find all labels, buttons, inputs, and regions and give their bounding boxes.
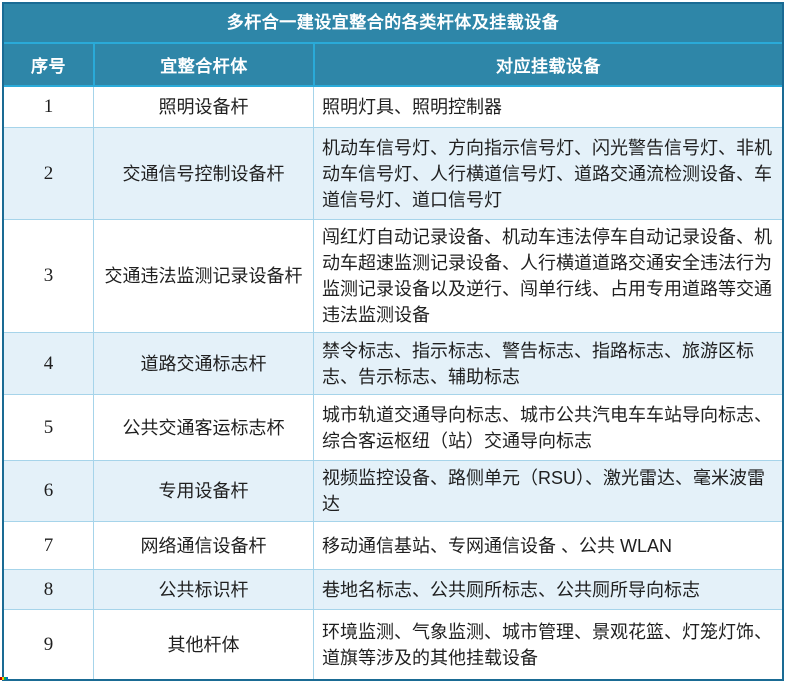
index-cell: 5 (43, 416, 54, 438)
color-artifact-mark (0, 677, 8, 680)
artifact-blue-dot (6, 677, 8, 680)
mounted-devices-cell: 闯红灯自动记录设备、机动车违法停车自动记录设备、机动车超速监测记录设备、人行横道… (313, 220, 782, 332)
artifact-yellow-dot (2, 677, 4, 680)
table-row: 3 交通违法监测记录设备杆 闯红灯自动记录设备、机动车违法停车自动记录设备、机动车超… (4, 220, 782, 333)
pole-type-cell: 照明设备杆 (93, 87, 313, 127)
table-body: 1 照明设备杆 照明灯具、照明控制器 2 交通信号控制设备杆 机动车信号灯、方向指示信号灯… (4, 87, 782, 679)
artifact-green-dot (4, 677, 6, 680)
pole-type-cell: 专用设备杆 (93, 461, 313, 521)
table-header-row: 序号 宜整合杆体 对应挂载设备 (4, 44, 782, 87)
index-cell: 4 (43, 352, 54, 374)
index-cell: 1 (43, 96, 54, 117)
mounted-devices-cell: 环境监测、气象监测、城市管理、景观花篮、灯笼灯饰、道旗等涉及的其他挂载设备 (313, 610, 782, 679)
pole-type-cell: 道路交通标志杆 (93, 333, 313, 394)
pole-type-cell: 公共交通客运标志杯 (93, 395, 313, 460)
header-cell-pole-type: 宜整合杆体 (93, 44, 313, 85)
mounted-devices-cell: 机动车信号灯、方向指示信号灯、闪光警告信号灯、非机动车信号灯、人行横道信号灯、道… (313, 128, 782, 219)
table-row: 1 照明设备杆 照明灯具、照明控制器 (4, 87, 782, 128)
mounted-devices-cell: 禁令标志、指示标志、警告标志、指路标志、旅游区标志、告示标志、辅助标志 (313, 333, 782, 394)
mounted-devices-cell: 照明灯具、照明控制器 (313, 87, 782, 127)
table-row: 5 公共交通客运标志杯 城市轨道交通导向标志、城市公共汽电车车站导向标志、综合客运枢… (4, 395, 782, 461)
pole-type-cell: 公共标识杆 (93, 570, 313, 609)
table-row: 4 道路交通标志杆 禁令标志、指示标志、警告标志、指路标志、旅游区标志、告示标志、辅… (4, 333, 782, 395)
artifact-red-dot (0, 677, 2, 680)
mounted-devices-cell: 城市轨道交通导向标志、城市公共汽电车车站导向标志、综合客运枢纽（站）交通导向标志 (313, 395, 782, 460)
pole-type-cell: 其他杆体 (93, 610, 313, 679)
index-cell: 3 (43, 265, 54, 286)
pole-type-cell: 交通违法监测记录设备杆 (93, 220, 313, 332)
table-row: 2 交通信号控制设备杆 机动车信号灯、方向指示信号灯、闪光警告信号灯、非机动车信号灯… (4, 128, 782, 220)
table-row: 6 专用设备杆 视频监控设备、路侧单元（RSU）、激光雷达、毫米波雷达 (4, 461, 782, 522)
header-cell-mounted-devices: 对应挂载设备 (313, 44, 782, 85)
table-row: 9 其他杆体 环境监测、气象监测、城市管理、景观花篮、灯笼灯饰、道旗等涉及的其他挂载… (4, 610, 782, 679)
index-cell: 2 (43, 162, 54, 184)
pole-type-cell: 交通信号控制设备杆 (93, 128, 313, 219)
mounted-devices-cell: 移动通信基站、专网通信设备 、公共 WLAN (313, 522, 782, 569)
pole-type-cell: 网络通信设备杆 (93, 522, 313, 569)
index-cell: 7 (43, 534, 54, 556)
index-cell: 8 (43, 578, 54, 600)
table-row: 8 公共标识杆 巷地名标志、公共厕所标志、公共厕所导向标志 (4, 570, 782, 610)
header-cell-index: 序号 (31, 57, 66, 76)
mounted-devices-cell: 视频监控设备、路侧单元（RSU）、激光雷达、毫米波雷达 (313, 461, 782, 521)
table-title: 多杆合一建设宜整合的各类杆体及挂载设备 (4, 4, 782, 44)
mounted-devices-cell: 巷地名标志、公共厕所标志、公共厕所导向标志 (313, 570, 782, 609)
index-cell: 6 (43, 480, 54, 501)
table-row: 7 网络通信设备杆 移动通信基站、专网通信设备 、公共 WLAN (4, 522, 782, 570)
index-cell: 9 (43, 633, 54, 655)
